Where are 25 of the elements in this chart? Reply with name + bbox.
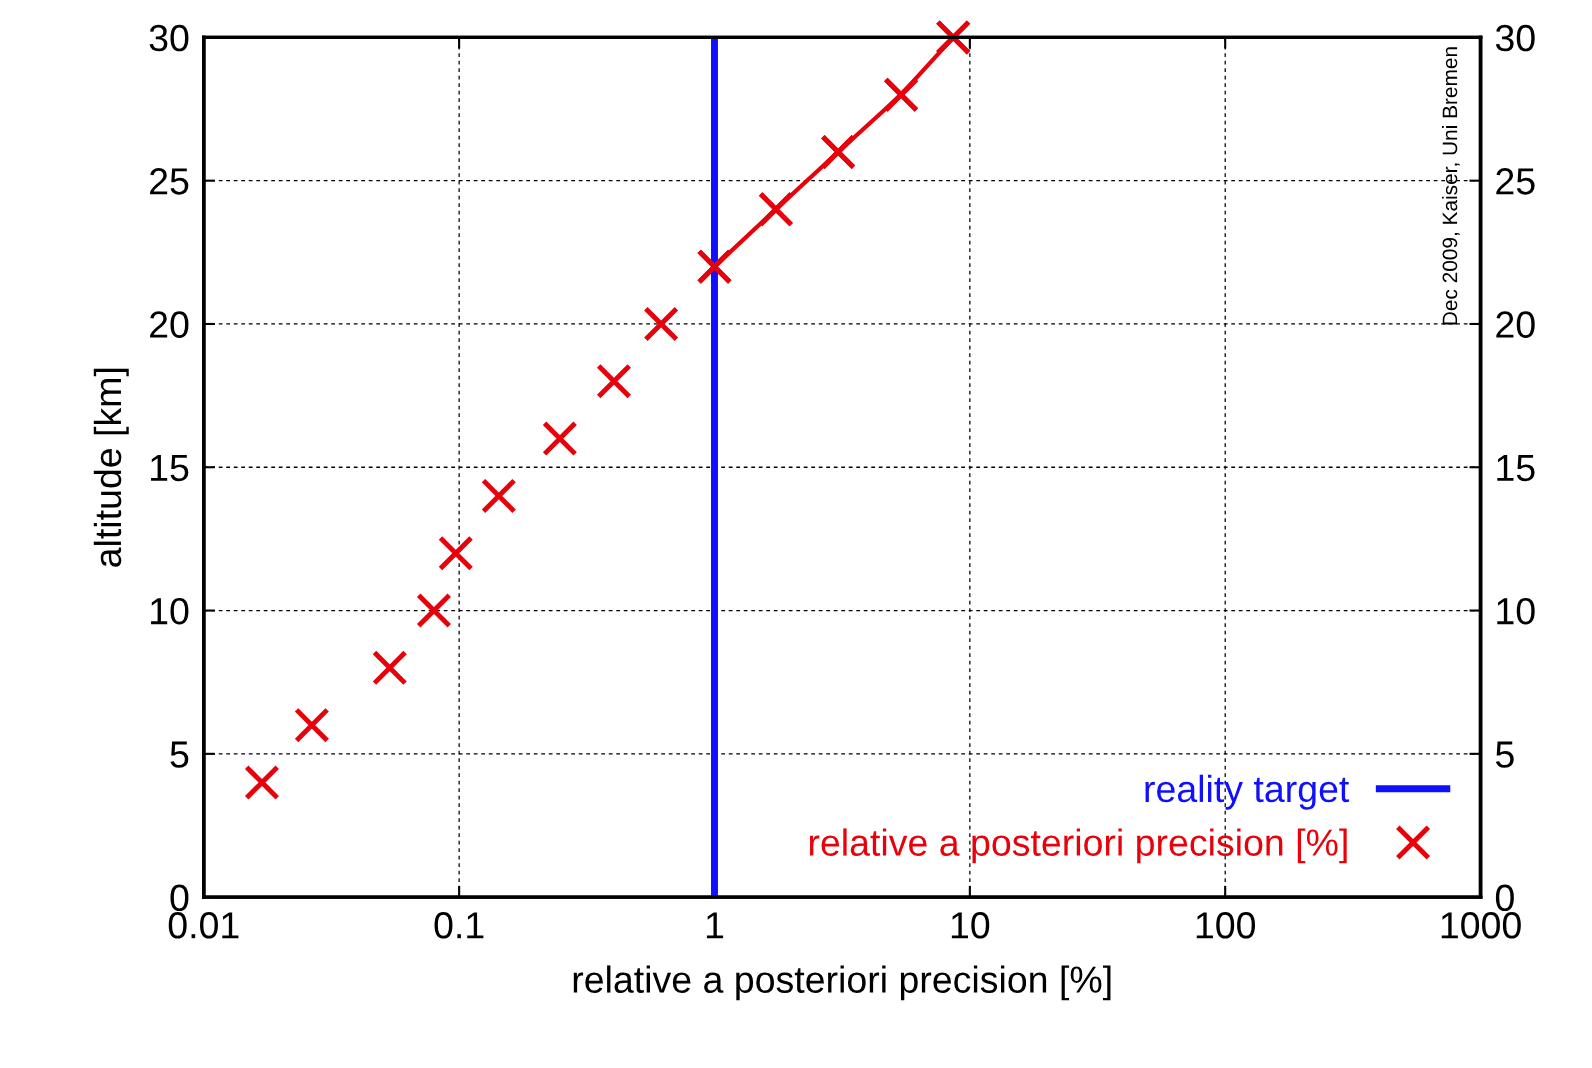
y-tick-label: 15: [151, 455, 189, 482]
x-tick-label: 1000: [1441, 912, 1521, 939]
y-tick-label: 30: [149, 24, 189, 52]
x-tick-label: 0.1: [434, 912, 484, 939]
y2-tick-label: 10: [1497, 597, 1535, 625]
legend-label: relative a posteriori precision [%]: [809, 828, 1347, 864]
x-axis-title: relative a posteriori precision [%]: [573, 965, 1111, 1001]
x-tick-label: 1: [706, 912, 724, 939]
y2-tick-label: 25: [1496, 168, 1535, 195]
y-tick-label: 10: [151, 597, 189, 625]
x-tick-label: 100: [1196, 912, 1256, 939]
x-tick-label: 10: [951, 912, 990, 939]
y2-tick-label: 30: [1495, 24, 1535, 52]
y2-tick-label: 0: [1495, 884, 1514, 912]
y-tick-label: 20: [150, 311, 189, 338]
y2-tick-label: 5: [1495, 741, 1514, 768]
y-axis-title: altitude [km]: [93, 368, 129, 567]
y-tick-label: 5: [170, 741, 189, 768]
ref-line-label: reality target: [1145, 774, 1350, 810]
y2-tick-label: 15: [1497, 455, 1535, 482]
y2-tick-label: 20: [1496, 311, 1535, 338]
y-tick-label: 0: [170, 884, 189, 912]
x-tick-label: 0.01: [168, 912, 239, 939]
y-tick-label: 25: [150, 168, 189, 195]
annotation: Dec 2009, Kaiser, Uni Bremen: [1441, 47, 1460, 325]
